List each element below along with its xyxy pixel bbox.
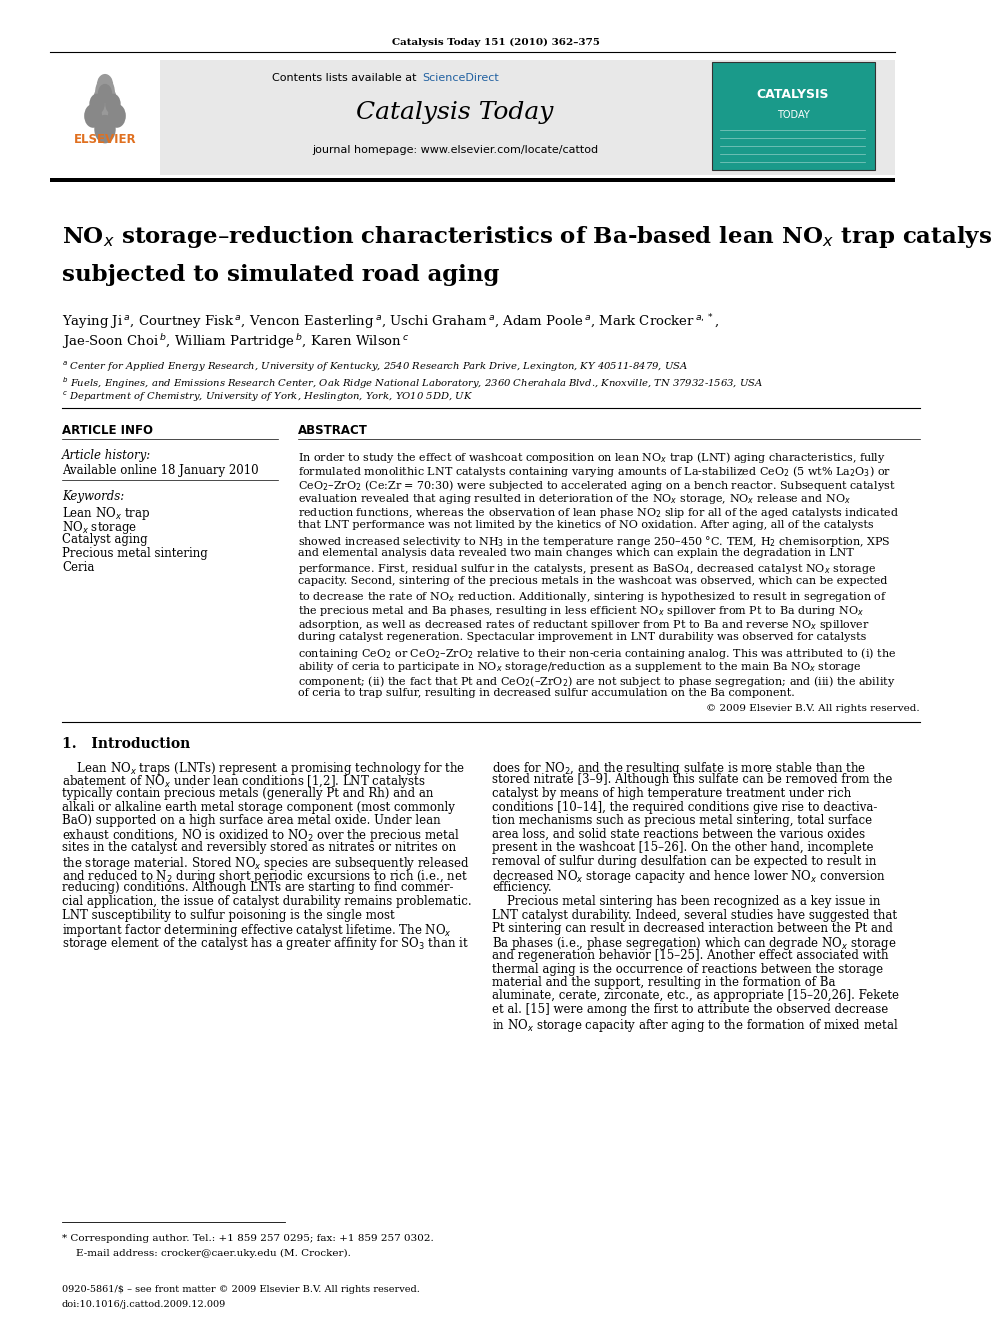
Text: typically contain precious metals (generally Pt and Rh) and an: typically contain precious metals (gener… [62, 787, 434, 800]
Text: Pt sintering can result in decreased interaction between the Pt and: Pt sintering can result in decreased int… [492, 922, 893, 935]
Text: NO$_x$ storage–reduction characteristics of Ba-based lean NO$_x$ trap catalysts: NO$_x$ storage–reduction characteristics… [62, 224, 992, 250]
Bar [50, 60, 160, 175]
Text: ELSEVIER: ELSEVIER [73, 134, 136, 146]
Text: Catalysis Today: Catalysis Today [356, 101, 554, 123]
Text: In order to study the effect of washcoat composition on lean NO$_x$ trap (LNT) a: In order to study the effect of washcoat… [298, 450, 886, 464]
Text: CATALYSIS: CATALYSIS [757, 89, 829, 102]
Text: NO$_x$ storage: NO$_x$ storage [62, 519, 137, 536]
Text: Keywords:: Keywords: [62, 490, 124, 503]
Circle shape [91, 94, 119, 131]
Text: * Corresponding author. Tel.: +1 859 257 0295; fax: +1 859 257 0302.: * Corresponding author. Tel.: +1 859 257… [62, 1234, 434, 1244]
Text: © 2009 Elsevier B.V. All rights reserved.: © 2009 Elsevier B.V. All rights reserved… [706, 704, 920, 713]
Text: Precious metal sintering has been recognized as a key issue in: Precious metal sintering has been recogn… [492, 894, 880, 908]
Text: LNT susceptibility to sulfur poisoning is the single most: LNT susceptibility to sulfur poisoning i… [62, 909, 395, 922]
Text: ability of ceria to participate in NO$_x$ storage/reduction as a supplement to t: ability of ceria to participate in NO$_x… [298, 660, 862, 673]
Text: journal homepage: www.elsevier.com/locate/cattod: journal homepage: www.elsevier.com/locat… [311, 146, 598, 155]
Circle shape [105, 94, 121, 114]
Text: 0920-5861/$ – see front matter © 2009 Elsevier B.V. All rights reserved.: 0920-5861/$ – see front matter © 2009 El… [62, 1285, 420, 1294]
Text: important factor determining effective catalyst lifetime. The NO$_x$: important factor determining effective c… [62, 922, 452, 939]
Text: stored nitrate [3–9]. Although this sulfate can be removed from the: stored nitrate [3–9]. Although this sulf… [492, 774, 893, 786]
Text: ScienceDirect: ScienceDirect [422, 73, 499, 83]
Text: to decrease the rate of NO$_x$ reduction. Additionally, sintering is hypothesize: to decrease the rate of NO$_x$ reduction… [298, 590, 888, 605]
Text: cial application, the issue of catalyst durability remains problematic.: cial application, the issue of catalyst … [62, 894, 471, 908]
Text: $^a$ Center for Applied Energy Research, University of Kentucky, 2540 Research P: $^a$ Center for Applied Energy Research,… [62, 360, 688, 374]
Text: Jae-Soon Choi$\,^b$, William Partridge$\,^b$, Karen Wilson$\,^c$: Jae-Soon Choi$\,^b$, William Partridge$\… [62, 332, 410, 351]
Text: thermal aging is the occurrence of reactions between the storage: thermal aging is the occurrence of react… [492, 963, 883, 975]
Text: $^c$ Department of Chemistry, University of York, Heslington, York, YO10 5DD, UK: $^c$ Department of Chemistry, University… [62, 390, 473, 405]
Text: adsorption, as well as decreased rates of reductant spillover from Pt to Ba and : adsorption, as well as decreased rates o… [298, 618, 870, 632]
Text: 1.   Introduction: 1. Introduction [62, 737, 190, 751]
Text: capacity. Second, sintering of the precious metals in the washcoat was observed,: capacity. Second, sintering of the preci… [298, 576, 888, 586]
Text: removal of sulfur during desulfation can be expected to result in: removal of sulfur during desulfation can… [492, 855, 876, 868]
Text: catalyst by means of high temperature treatment under rich: catalyst by means of high temperature tr… [492, 787, 851, 800]
Text: material and the support, resulting in the formation of Ba: material and the support, resulting in t… [492, 976, 835, 990]
Text: exhaust conditions, NO is oxidized to NO$_2$ over the precious metal: exhaust conditions, NO is oxidized to NO… [62, 827, 459, 844]
Text: formulated monolithic LNT catalysts containing varying amounts of La-stabilized : formulated monolithic LNT catalysts cont… [298, 464, 891, 479]
Text: BaO) supported on a high surface area metal oxide. Under lean: BaO) supported on a high surface area me… [62, 814, 440, 827]
Text: Article history:: Article history: [62, 448, 151, 462]
Bar [50, 60, 895, 175]
Text: present in the washcoat [15–26]. On the other hand, incomplete: present in the washcoat [15–26]. On the … [492, 841, 874, 855]
Text: of ceria to trap sulfur, resulting in decreased sulfur accumulation on the Ba co: of ceria to trap sulfur, resulting in de… [298, 688, 795, 699]
Text: CeO$_2$–ZrO$_2$ (Ce:Zr = 70:30) were subjected to accelerated aging on a bench r: CeO$_2$–ZrO$_2$ (Ce:Zr = 70:30) were sub… [298, 478, 896, 493]
Text: storage element of the catalyst has a greater affinity for SO$_3$ than it: storage element of the catalyst has a gr… [62, 935, 468, 953]
Text: reducing) conditions. Although LNTs are starting to find commer-: reducing) conditions. Although LNTs are … [62, 881, 453, 894]
Text: et al. [15] were among the first to attribute the observed decrease: et al. [15] were among the first to attr… [492, 1003, 888, 1016]
Circle shape [93, 85, 117, 116]
Text: Contents lists available at: Contents lists available at [272, 73, 420, 83]
Text: and elemental analysis data revealed two main changes which can explain the degr: and elemental analysis data revealed two… [298, 548, 854, 558]
Text: alkali or alkaline earth metal storage component (most commonly: alkali or alkaline earth metal storage c… [62, 800, 455, 814]
Text: aluminate, cerate, zirconate, etc., as appropriate [15–20,26]. Fekete: aluminate, cerate, zirconate, etc., as a… [492, 990, 899, 1003]
Bar [50, 179, 895, 183]
Text: Yaying Ji$\,^a$, Courtney Fisk$\,^a$, Vencon Easterling$\,^a$, Uschi Graham$\,^a: Yaying Ji$\,^a$, Courtney Fisk$\,^a$, Ve… [62, 312, 719, 332]
Text: containing CeO$_2$ or CeO$_2$–ZrO$_2$ relative to their non-ceria containing ana: containing CeO$_2$ or CeO$_2$–ZrO$_2$ re… [298, 646, 896, 662]
Text: the precious metal and Ba phases, resulting in less efficient NO$_x$ spillover f: the precious metal and Ba phases, result… [298, 605, 864, 618]
Text: during catalyst regeneration. Spectacular improvement in LNT durability was obse: during catalyst regeneration. Spectacula… [298, 632, 866, 642]
Text: efficiency.: efficiency. [492, 881, 552, 894]
Text: area loss, and solid state reactions between the various oxides: area loss, and solid state reactions bet… [492, 827, 865, 840]
Text: E-mail address: crocker@caer.uky.edu (M. Crocker).: E-mail address: crocker@caer.uky.edu (M.… [76, 1249, 351, 1258]
Text: does for NO$_2$, and the resulting sulfate is more stable than the: does for NO$_2$, and the resulting sulfa… [492, 759, 866, 777]
Text: conditions [10–14], the required conditions give rise to deactiva-: conditions [10–14], the required conditi… [492, 800, 877, 814]
Text: sites in the catalyst and reversibly stored as nitrates or nitrites on: sites in the catalyst and reversibly sto… [62, 841, 456, 855]
Text: TODAY: TODAY [777, 110, 809, 120]
Circle shape [89, 94, 105, 114]
Text: Ba phases (i.e., phase segregation) which can degrade NO$_x$ storage: Ba phases (i.e., phase segregation) whic… [492, 935, 897, 953]
Text: Ceria: Ceria [62, 561, 94, 574]
Bar [712, 62, 875, 169]
Circle shape [98, 83, 112, 103]
Text: Catalysis Today 151 (2010) 362–375: Catalysis Today 151 (2010) 362–375 [392, 38, 600, 48]
Text: subjected to simulated road aging: subjected to simulated road aging [62, 265, 499, 286]
Text: abatement of NO$_x$ under lean conditions [1,2]. LNT catalysts: abatement of NO$_x$ under lean condition… [62, 774, 426, 791]
Text: ARTICLE INFO: ARTICLE INFO [62, 423, 153, 437]
Text: reduction functions, whereas the observation of lean phase NO$_2$ slip for all o: reduction functions, whereas the observa… [298, 505, 899, 520]
Text: $^b$ Fuels, Engines, and Emissions Research Center, Oak Ridge National Laborator: $^b$ Fuels, Engines, and Emissions Resea… [62, 374, 763, 390]
Text: Lean NO$_x$ traps (LNTs) represent a promising technology for the: Lean NO$_x$ traps (LNTs) represent a pro… [62, 759, 465, 777]
Text: performance. First, residual sulfur in the catalysts, present as BaSO$_4$, decre: performance. First, residual sulfur in t… [298, 562, 876, 576]
Circle shape [94, 115, 116, 143]
Text: LNT catalyst durability. Indeed, several studies have suggested that: LNT catalyst durability. Indeed, several… [492, 909, 897, 922]
Text: ABSTRACT: ABSTRACT [298, 423, 368, 437]
Text: showed increased selectivity to NH$_3$ in the temperature range 250–450 °C. TEM,: showed increased selectivity to NH$_3$ i… [298, 534, 891, 549]
Text: component; (ii) the fact that Pt and CeO$_2$(–ZrO$_2$) are not subject to phase : component; (ii) the fact that Pt and CeO… [298, 673, 896, 689]
Text: Lean NO$_x$ trap: Lean NO$_x$ trap [62, 505, 151, 523]
Text: the storage material. Stored NO$_x$ species are subsequently released: the storage material. Stored NO$_x$ spec… [62, 855, 469, 872]
Text: tion mechanisms such as precious metal sintering, total surface: tion mechanisms such as precious metal s… [492, 814, 872, 827]
Circle shape [108, 105, 126, 128]
Text: that LNT performance was not limited by the kinetics of NO oxidation. After agin: that LNT performance was not limited by … [298, 520, 874, 531]
Circle shape [97, 74, 113, 95]
Text: decreased NO$_x$ storage capacity and hence lower NO$_x$ conversion: decreased NO$_x$ storage capacity and he… [492, 868, 886, 885]
Text: Precious metal sintering: Precious metal sintering [62, 546, 207, 560]
Text: and regeneration behavior [15–25]. Another effect associated with: and regeneration behavior [15–25]. Anoth… [492, 949, 889, 962]
Text: evaluation revealed that aging resulted in deterioration of the NO$_x$ storage, : evaluation revealed that aging resulted … [298, 492, 851, 505]
Text: in NO$_x$ storage capacity after aging to the formation of mixed metal: in NO$_x$ storage capacity after aging t… [492, 1016, 899, 1033]
Text: and reduced to N$_2$ during short periodic excursions to rich (i.e., net: and reduced to N$_2$ during short period… [62, 868, 468, 885]
Circle shape [84, 105, 102, 128]
Text: doi:10.1016/j.cattod.2009.12.009: doi:10.1016/j.cattod.2009.12.009 [62, 1301, 226, 1308]
Circle shape [95, 78, 115, 105]
Text: Available online 18 January 2010: Available online 18 January 2010 [62, 464, 259, 478]
Text: Catalyst aging: Catalyst aging [62, 533, 148, 546]
